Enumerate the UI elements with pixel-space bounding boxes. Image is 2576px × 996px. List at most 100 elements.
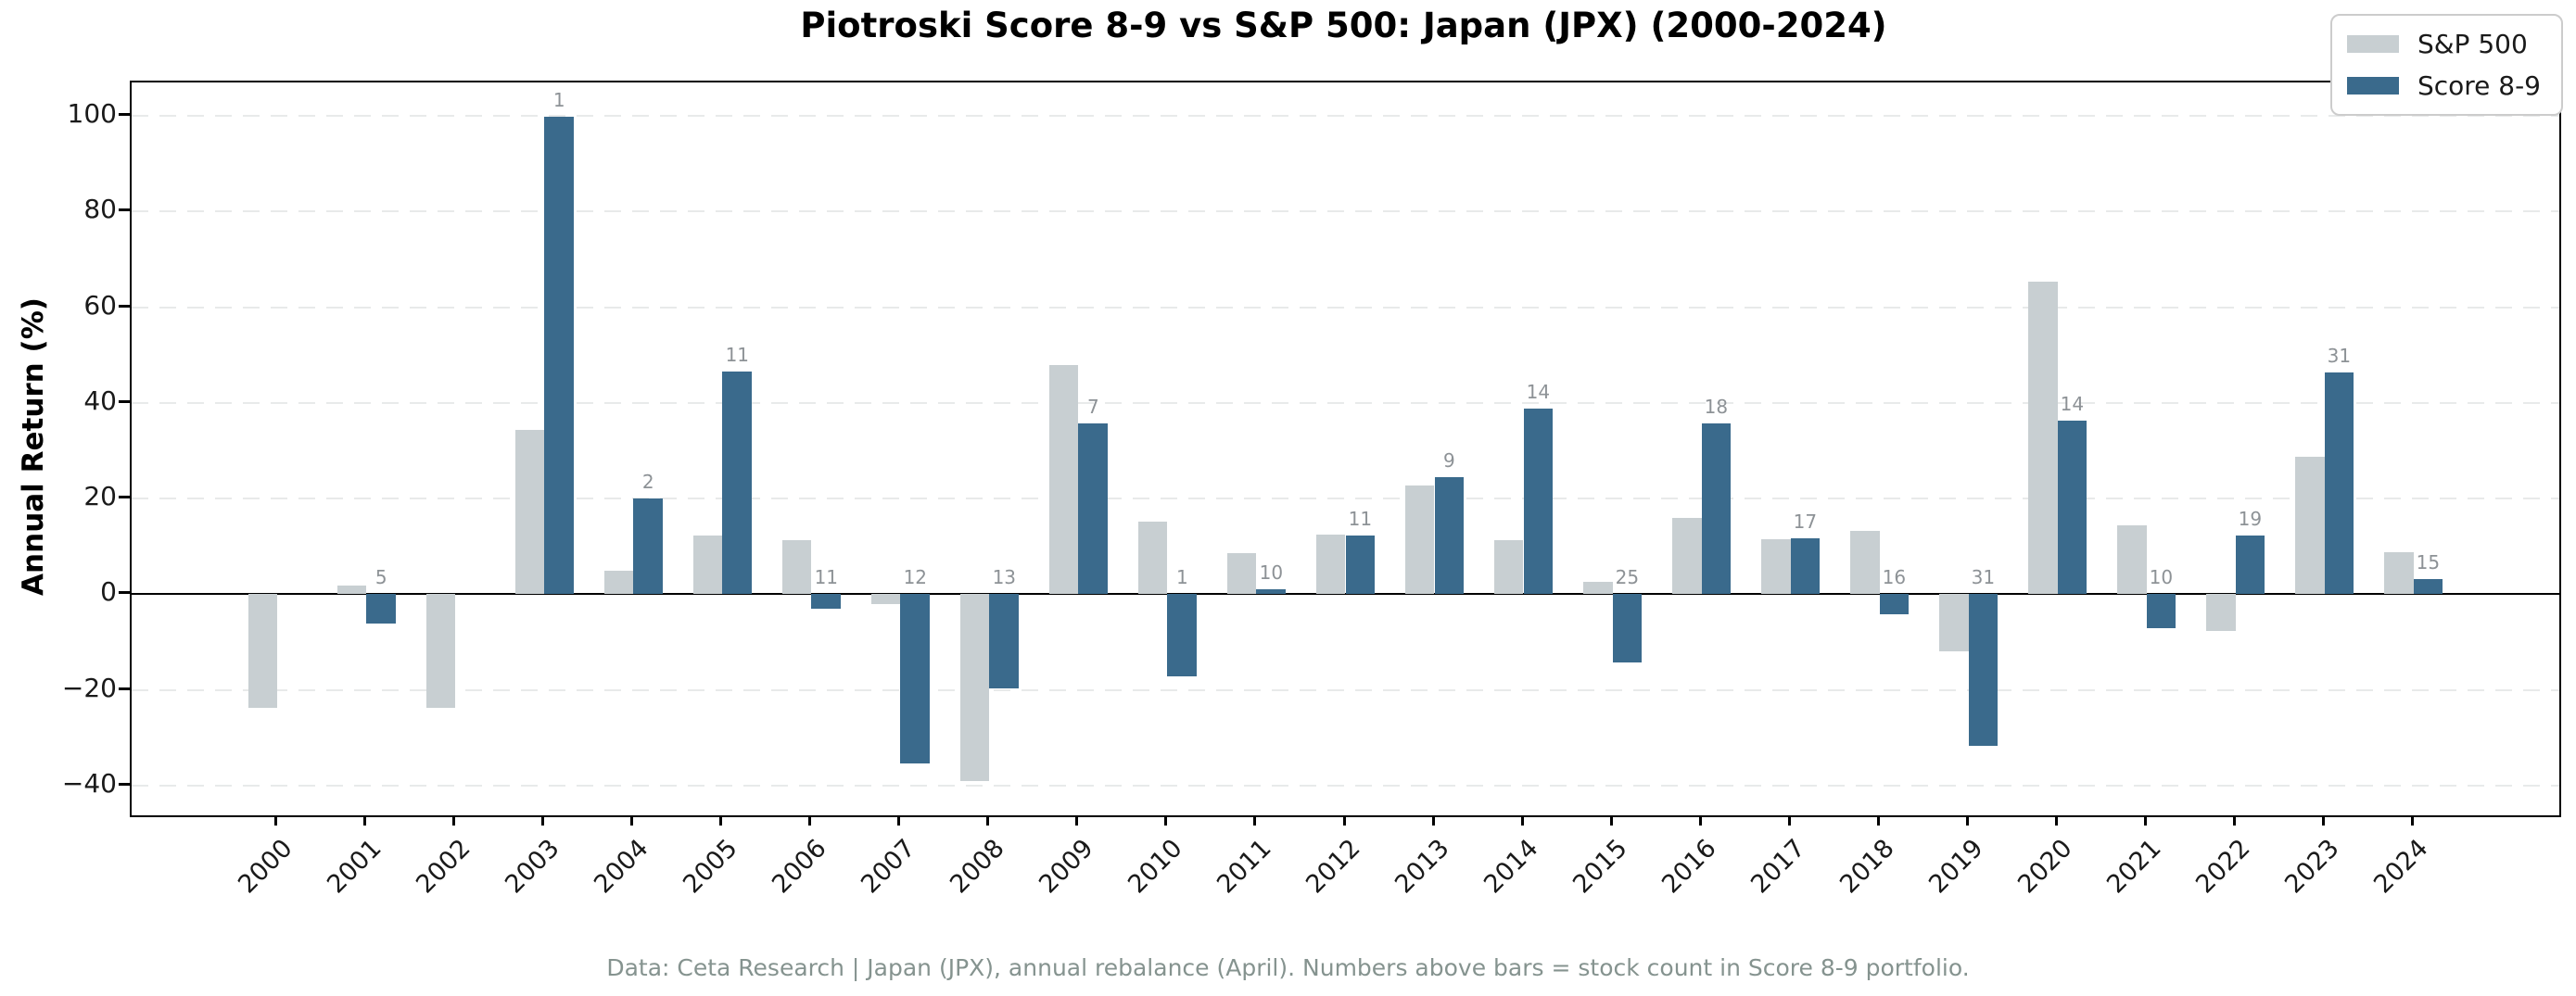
x-tick-label-2015: 2015: [1567, 834, 1633, 900]
score89-swatch-icon: [2346, 77, 2399, 95]
bar-sp500-2015: [1582, 582, 1613, 595]
y-tick-80: [119, 208, 130, 212]
y-tick-label-40: 40: [83, 385, 117, 416]
y-tick-0: [119, 591, 130, 595]
y-gridline-60: [132, 306, 2559, 309]
bar-sp500-2002: [425, 594, 456, 709]
count-label-2023: 31: [2327, 345, 2352, 368]
bar-sp500-2009: [1048, 364, 1079, 595]
plot-area: 5 1 2 11 11 12 13 7 1 10 11 9 14 25 18 17 16 31 14 10 19 31 15: [130, 81, 2561, 817]
bar-score89-2013: [1434, 477, 1465, 595]
zero-line: [132, 593, 2559, 596]
bar-sp500-2024: [2383, 552, 2414, 595]
x-tick-label-2017: 2017: [1745, 834, 1811, 900]
x-tick-2012: [1342, 815, 1346, 826]
bar-sp500-2001: [336, 586, 367, 595]
bar-sp500-2013: [1404, 485, 1435, 595]
count-label-2018: 16: [1882, 566, 1907, 589]
y-gridline--40: [132, 784, 2559, 787]
y-gridline-20: [132, 498, 2559, 500]
bar-score89-2006: [811, 594, 842, 610]
count-label-2008: 13: [992, 566, 1017, 589]
bar-sp500-2016: [1671, 518, 1702, 595]
bar-score89-2019: [1968, 594, 1999, 746]
count-label-2004: 2: [641, 471, 654, 494]
x-tick-2016: [1698, 815, 1702, 826]
x-tick-label-2000: 2000: [232, 834, 298, 900]
x-tick-label-2020: 2020: [2011, 834, 2078, 900]
y-tick-20: [119, 496, 130, 499]
x-tick-2019: [1965, 815, 1969, 826]
x-tick-label-2002: 2002: [410, 834, 476, 900]
x-tick-2017: [1787, 815, 1791, 826]
bar-score89-2018: [1879, 594, 1910, 614]
bar-score89-2008: [989, 594, 1020, 688]
bar-sp500-2012: [1315, 535, 1346, 595]
count-label-2024: 15: [2416, 550, 2441, 574]
x-tick-2010: [1164, 815, 1168, 826]
x-tick-label-2009: 2009: [1033, 834, 1099, 900]
x-tick-2024: [2410, 815, 2414, 826]
y-gridline-80: [132, 210, 2559, 213]
y-gridline-100: [132, 115, 2559, 118]
x-tick-label-2012: 2012: [1300, 834, 1366, 900]
bar-sp500-2003: [514, 430, 545, 595]
bar-sp500-2022: [2205, 594, 2236, 632]
bar-score89-2001: [366, 594, 397, 624]
y-tick-label-0: 0: [100, 576, 117, 608]
count-label-2001: 5: [374, 566, 387, 589]
x-tick-label-2023: 2023: [2278, 834, 2345, 900]
count-label-2020: 14: [2060, 393, 2085, 416]
x-tick-label-2010: 2010: [1122, 834, 1188, 900]
count-label-2010: 1: [1175, 566, 1188, 589]
bar-score89-2020: [2057, 421, 2087, 595]
x-tick-2005: [719, 815, 723, 826]
bar-sp500-2014: [1493, 540, 1524, 595]
x-tick-label-2003: 2003: [499, 834, 565, 900]
bar-score89-2021: [2146, 594, 2176, 628]
x-tick-2022: [2232, 815, 2236, 826]
y-tick-40: [119, 399, 130, 403]
bar-sp500-2010: [1137, 522, 1168, 595]
x-tick-label-2022: 2022: [2189, 834, 2256, 900]
count-label-2013: 9: [1442, 449, 1455, 473]
bar-sp500-2006: [781, 540, 812, 595]
bar-sp500-2008: [959, 594, 990, 782]
count-label-2019: 31: [1971, 566, 1996, 589]
count-label-2022: 19: [2238, 507, 2263, 530]
bar-score89-2003: [544, 117, 575, 595]
sp500-swatch-icon: [2346, 35, 2399, 53]
y-tick-label--20: −20: [61, 672, 117, 703]
bar-score89-2022: [2235, 535, 2265, 595]
y-tick-label--40: −40: [61, 767, 117, 799]
bar-score89-2005: [722, 371, 753, 595]
bar-score89-2016: [1701, 423, 1732, 595]
x-tick-2000: [274, 815, 278, 826]
x-tick-label-2004: 2004: [588, 834, 654, 900]
bar-sp500-2019: [1938, 594, 1969, 651]
x-tick-label-2013: 2013: [1389, 834, 1455, 900]
legend-item-sp500: S&P 500: [2346, 29, 2541, 59]
x-tick-2021: [2143, 815, 2147, 826]
bar-sp500-2020: [2027, 281, 2058, 595]
count-label-2005: 11: [725, 343, 750, 366]
legend: S&P 500 Score 8-9: [2329, 14, 2563, 116]
x-tick-2002: [452, 815, 456, 826]
bar-sp500-2005: [692, 535, 723, 595]
x-tick-label-2021: 2021: [2100, 834, 2167, 900]
x-tick-2004: [630, 815, 634, 826]
bar-score89-2011: [1256, 589, 1287, 595]
y-tick-label-60: 60: [83, 289, 117, 321]
count-label-2016: 18: [1704, 396, 1729, 419]
count-label-2003: 1: [552, 89, 565, 112]
y-tick--40: [119, 782, 130, 786]
x-tick-2009: [1075, 815, 1079, 826]
y-tick-60: [119, 304, 130, 308]
bar-sp500-2000: [247, 594, 278, 709]
x-tick-2014: [1520, 815, 1524, 826]
bar-sp500-2007: [870, 594, 901, 605]
count-label-2006: 11: [814, 566, 839, 589]
bar-sp500-2011: [1226, 552, 1257, 595]
bar-sp500-2004: [603, 571, 634, 595]
